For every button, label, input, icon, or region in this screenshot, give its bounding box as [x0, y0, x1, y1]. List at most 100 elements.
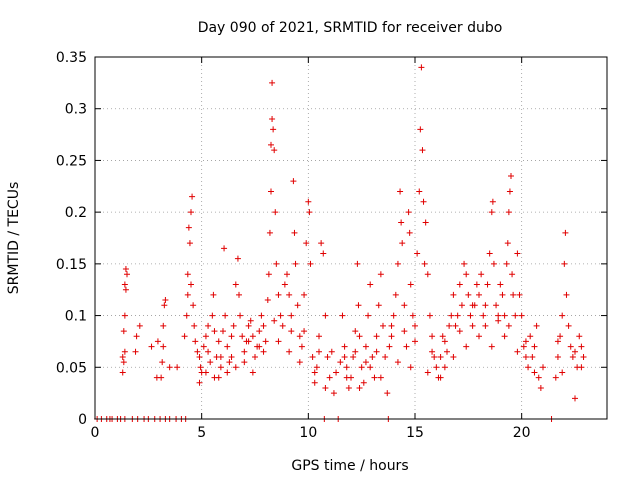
- data-point: [552, 374, 559, 381]
- data-point: [249, 333, 256, 340]
- data-point: [505, 209, 512, 216]
- data-point: [161, 302, 168, 309]
- data-point: [501, 333, 508, 340]
- data-point: [441, 364, 448, 371]
- data-point: [416, 188, 423, 195]
- data-point: [559, 312, 566, 319]
- data-point: [493, 302, 500, 309]
- data-point: [268, 188, 274, 195]
- data-point: [296, 359, 303, 366]
- y-tick-label: 0.1: [65, 309, 87, 325]
- data-point: [476, 291, 482, 298]
- data-point: [503, 260, 510, 267]
- data-point: [525, 364, 532, 371]
- data-point: [540, 364, 546, 371]
- data-point: [330, 390, 337, 397]
- data-point: [241, 348, 248, 355]
- x-tick-label: 20: [513, 425, 531, 441]
- data-point: [279, 322, 286, 329]
- data-point: [429, 348, 436, 355]
- data-point: [384, 390, 391, 397]
- data-point: [421, 260, 428, 267]
- data-point: [305, 198, 312, 205]
- data-point: [136, 322, 143, 329]
- data-point: [469, 322, 476, 329]
- data-point: [514, 250, 521, 257]
- data-point: [414, 250, 421, 257]
- data-point: [220, 328, 226, 335]
- data-point: [217, 353, 224, 360]
- data-point: [407, 364, 414, 371]
- data-point: [454, 312, 461, 319]
- data-point: [122, 286, 129, 293]
- data-point: [166, 364, 173, 371]
- data-point: [273, 260, 280, 267]
- data-point: [286, 291, 293, 298]
- data-point: [221, 245, 228, 252]
- y-axis-ticks: 0 0.05 0.1 0.15 0.2 0.25 0.3 0.35: [56, 50, 607, 428]
- data-point: [122, 266, 129, 273]
- data-point: [256, 343, 263, 350]
- data-point: [269, 116, 276, 123]
- data-point: [394, 260, 401, 267]
- data-point: [205, 348, 212, 355]
- data-point: [412, 338, 418, 345]
- data-point: [580, 353, 587, 360]
- data-point: [354, 260, 361, 267]
- data-point: [426, 312, 433, 319]
- data-point: [407, 281, 414, 288]
- data-point: [356, 384, 363, 391]
- data-point: [271, 317, 278, 324]
- data-point: [504, 240, 511, 247]
- data-point: [473, 281, 480, 288]
- data-point: [245, 338, 252, 345]
- data-point: [266, 229, 273, 236]
- data-point: [224, 369, 231, 376]
- data-point: [211, 328, 218, 335]
- data-point: [190, 302, 197, 309]
- data-point: [121, 281, 128, 288]
- plot-frame: [94, 56, 608, 420]
- data-point: [309, 353, 316, 360]
- y-tick-label: 0.2: [65, 205, 87, 221]
- data-point: [230, 322, 237, 329]
- data-point: [469, 302, 476, 309]
- data-point: [365, 312, 372, 319]
- data-point: [237, 312, 244, 319]
- x-tick-label: 10: [299, 425, 317, 441]
- data-point: [456, 281, 463, 288]
- data-point: [271, 147, 278, 154]
- data-point: [184, 271, 191, 278]
- data-point: [337, 359, 344, 366]
- data-point: [228, 333, 235, 340]
- data-point: [268, 141, 274, 148]
- data-point: [461, 260, 468, 267]
- data-point: [478, 271, 485, 278]
- data-point: [514, 348, 521, 355]
- data-point: [380, 322, 386, 329]
- data-point: [367, 364, 374, 371]
- data-point: [529, 353, 536, 360]
- data-point: [202, 333, 209, 340]
- data-point: [281, 281, 288, 288]
- data-point: [433, 364, 440, 371]
- data-point: [431, 353, 438, 360]
- data-point: [162, 297, 169, 304]
- data-point: [377, 271, 384, 278]
- data-point: [522, 338, 529, 345]
- data-point: [288, 328, 295, 335]
- data-point: [422, 219, 429, 226]
- data-point: [132, 348, 139, 355]
- data-point: [537, 384, 544, 391]
- data-point: [301, 328, 308, 335]
- data-point: [497, 281, 504, 288]
- data-point: [397, 188, 404, 195]
- data-point: [236, 291, 242, 298]
- data-point: [269, 79, 276, 86]
- data-point: [356, 333, 363, 340]
- data-point: [506, 188, 513, 195]
- data-point: [382, 353, 389, 360]
- data-point: [247, 317, 254, 324]
- data-point: [505, 322, 512, 329]
- data-point: [133, 333, 140, 340]
